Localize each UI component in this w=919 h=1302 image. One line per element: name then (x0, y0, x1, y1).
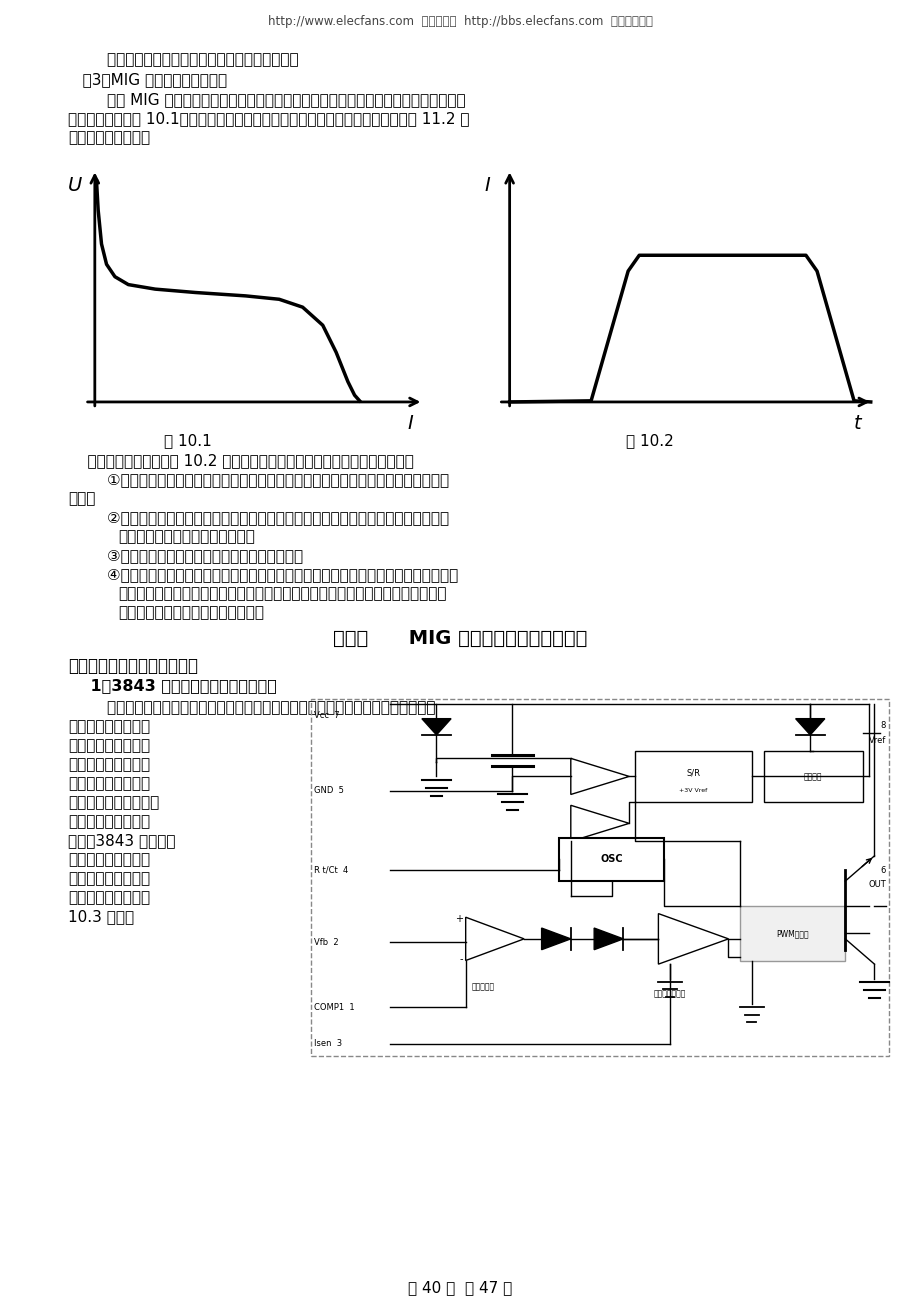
Bar (634, 751, 751, 802)
Polygon shape (541, 928, 570, 949)
Text: Vref: Vref (868, 736, 885, 745)
Bar (559, 837, 664, 881)
Bar (763, 751, 862, 802)
Text: 式，可以把对输出电: 式，可以把对输出电 (68, 719, 150, 734)
Text: 调节，焊丝选择，完善的指示与保护系统等等。: 调节，焊丝选择，完善的指示与保护系统等等。 (68, 52, 299, 66)
Text: I: I (406, 414, 413, 434)
Text: Vfb  2: Vfb 2 (313, 937, 338, 947)
Text: 其内部结构框图如图: 其内部结构框图如图 (68, 891, 150, 905)
Text: OUT: OUT (868, 880, 885, 889)
Text: 出电路控制型电路，: 出电路控制型电路， (68, 871, 150, 885)
Text: Isen  3: Isen 3 (313, 1039, 342, 1048)
Text: 压的采样信号反馈到: 压的采样信号反馈到 (68, 738, 150, 753)
Text: ③焊接电压基本不受焊丝伸出长度变化的影响；: ③焊接电压基本不受焊丝伸出长度变化的影响； (68, 548, 302, 562)
Bar (740, 906, 845, 961)
Text: 外特性的焊接电源。: 外特性的焊接电源。 (68, 130, 150, 145)
Text: 脉宽。3843 集成脉宽: 脉宽。3843 集成脉宽 (68, 833, 176, 848)
Polygon shape (422, 719, 450, 734)
Text: +: + (454, 914, 462, 924)
Text: 由于 MIG 焊接电源的负载状态不断地在负载、短路、空截三态间转换（其输出电压、: 由于 MIG 焊接电源的负载状态不断地在负载、短路、空截三态间转换（其输出电压、 (68, 92, 465, 107)
Text: 第 40 页  共 47 页: 第 40 页 共 47 页 (407, 1280, 512, 1295)
Text: 控制开关电源的开关，: 控制开关电源的开关， (68, 796, 159, 810)
Text: 通常采用脉宽调制器调节脉宽，以达到调节输出电压的目的；反之，通过反馈的方: 通常采用脉宽调制器调节脉宽，以达到调节输出电压的目的；反之，通过反馈的方 (68, 700, 435, 715)
Text: 1、3843 集成脉宽调制器工作原理：: 1、3843 集成脉宽调制器工作原理： (68, 678, 277, 693)
Text: COMP1  1: COMP1 1 (313, 1003, 354, 1012)
Text: Vcc  7: Vcc 7 (313, 711, 339, 720)
Text: 图 10.1: 图 10.1 (164, 434, 211, 448)
Text: I: I (484, 176, 490, 195)
Text: 来调节电流，两者间相互影响小；: 来调节电流，两者间相互影响小； (118, 529, 255, 544)
Text: 内部偏置: 内部偏置 (803, 772, 822, 781)
Text: 3、MIG 焊电源的外特性曲线: 3、MIG 焊电源的外特性曲线 (68, 72, 227, 87)
Text: 第二节      MIG 焊机控制板电路工作原理: 第二节 MIG 焊机控制板电路工作原理 (333, 629, 586, 648)
Text: 脉宽，调制器中，利: 脉宽，调制器中，利 (68, 756, 150, 772)
Text: 8: 8 (879, 721, 885, 730)
Text: 采用恒速送丝配合如图 10.2 的平台型外特性电源的控制系流，有以下优点：: 采用恒速送丝配合如图 10.2 的平台型外特性电源的控制系流，有以下优点： (68, 453, 414, 467)
Text: ②可对焊接电压和焊接电流单独加以调节。通过改变占空比调节电压，改变送丝速度: ②可对焊接电压和焊接电流单独加以调节。通过改变占空比调节电压，改变送丝速度 (68, 510, 448, 525)
Text: t: t (853, 414, 861, 434)
Text: S/R: S/R (686, 768, 699, 777)
Text: 用脉宽调制器的特性: 用脉宽调制器的特性 (68, 776, 150, 792)
Text: -: - (459, 954, 462, 963)
Text: ①弧长变化时引起较大的电流变化，因而电弧自调节作用强，而且短路电流大，引弧: ①弧长变化时引起较大的电流变化，因而电弧自调节作用强，而且短路电流大，引弧 (68, 473, 448, 487)
Text: 电流特性曲线如图 10.1），为了得到适宜的输出和良好的焊接效果，采用了具有图 11.2 的: 电流特性曲线如图 10.1），为了得到适宜的输出和良好的焊接效果，采用了具有图 … (68, 111, 469, 126)
Text: +3V Vref: +3V Vref (678, 788, 707, 793)
Text: 流使粘接处爆开，从而可避免粘丝。: 流使粘接处爆开，从而可避免粘丝。 (118, 605, 264, 620)
Text: 一、他激式辅助电源工作原理: 一、他激式辅助电源工作原理 (68, 658, 198, 674)
Text: 电流敏感比较器: 电流敏感比较器 (653, 990, 686, 999)
Text: R t/Ct  4: R t/Ct 4 (313, 866, 347, 875)
Text: 误差放大器: 误差放大器 (471, 982, 494, 991)
Text: 使得电弧在来回烧到导电嘴前已息灯，焊丝粘丝时，平特性电源有足够大的短路电: 使得电弧在来回烧到导电嘴前已息灯，焊丝粘丝时，平特性电源有足够大的短路电 (118, 586, 446, 602)
Text: http://www.elecfans.com  电子发烧友  http://bbs.elecfans.com  电子技术论坛: http://www.elecfans.com 电子发烧友 http://bbs… (267, 16, 652, 29)
Text: 6: 6 (879, 866, 885, 875)
Polygon shape (594, 928, 623, 949)
Text: 从而达到稳定输出的: 从而达到稳定输出的 (68, 814, 150, 829)
Polygon shape (795, 719, 824, 734)
Text: U: U (67, 176, 82, 195)
Text: ④有利于防止焊丝回烧和粘丝。因为电弧回烧时，随着电弧拉长，电弧电流很快减小，: ④有利于防止焊丝回烧和粘丝。因为电弧回烧时，随着电弧拉长，电弧电流很快减小， (68, 566, 458, 582)
Text: 图 10.2: 图 10.2 (626, 434, 673, 448)
Text: 10.3 所示：: 10.3 所示： (68, 909, 134, 924)
Text: GND  5: GND 5 (313, 786, 344, 796)
Text: PWM锁存器: PWM锁存器 (776, 928, 808, 937)
Text: 调制器是一种单端输: 调制器是一种单端输 (68, 852, 150, 867)
Text: OSC: OSC (600, 854, 622, 865)
Text: 容易；: 容易； (68, 491, 96, 506)
